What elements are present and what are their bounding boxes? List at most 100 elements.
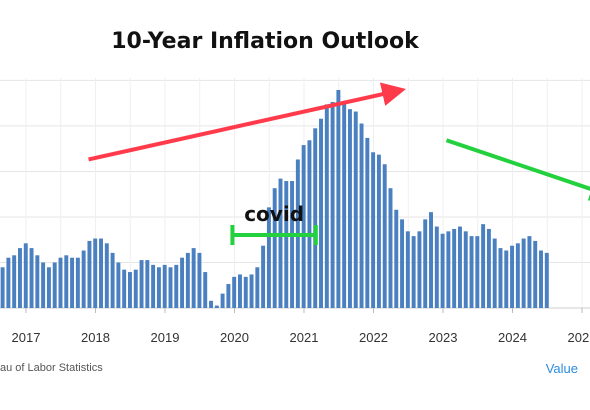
bar-20 — [110, 252, 115, 308]
bar-67 — [382, 164, 387, 308]
bar-86 — [492, 238, 497, 308]
bar-70 — [400, 219, 405, 308]
bar-79 — [452, 228, 457, 308]
bar-24 — [133, 269, 138, 308]
x-tick-label: 2022 — [359, 330, 388, 345]
bar-26 — [145, 260, 150, 308]
bar-22 — [122, 269, 127, 308]
covid-label: covid — [244, 202, 304, 226]
bar-32 — [180, 257, 185, 308]
bar-38 — [214, 305, 219, 308]
bar-62 — [353, 111, 358, 309]
bar-88 — [504, 250, 509, 308]
source-note: au of Labor Statistics — [0, 362, 103, 374]
bar-25 — [139, 260, 144, 308]
bar-31 — [174, 264, 179, 308]
bar-34 — [191, 248, 196, 308]
bar-61 — [347, 109, 352, 308]
bar-57 — [324, 104, 329, 309]
bar-81 — [463, 231, 468, 308]
bar-17 — [93, 238, 98, 308]
bar-23 — [127, 272, 132, 308]
bar-series — [0, 89, 549, 309]
bar-50 — [284, 181, 289, 308]
bar-82 — [469, 236, 474, 308]
bar-95 — [544, 252, 549, 308]
bar-91 — [521, 238, 526, 308]
bar-27 — [151, 264, 156, 308]
bar-9 — [46, 267, 51, 308]
bar-44 — [249, 274, 254, 308]
bar-33 — [185, 252, 190, 308]
chart-title: 10-Year Inflation Outlook — [111, 29, 420, 54]
bar-40 — [226, 284, 231, 308]
annotations: covid — [88, 82, 590, 245]
bar-66 — [376, 154, 381, 308]
bar-74 — [423, 219, 428, 308]
x-tick-label: 2021 — [290, 330, 319, 345]
bar-80 — [457, 226, 462, 308]
bar-13 — [70, 257, 75, 308]
bar-5 — [23, 243, 28, 308]
x-tick-label: 2025 — [568, 330, 590, 345]
bar-51 — [290, 181, 295, 308]
bar-54 — [307, 140, 312, 308]
bar-90 — [515, 243, 520, 308]
bar-83 — [475, 236, 480, 308]
bar-92 — [527, 236, 532, 308]
bar-16 — [87, 240, 92, 308]
bar-15 — [81, 250, 86, 308]
bar-28 — [156, 267, 161, 308]
bar-87 — [498, 248, 503, 308]
bar-18 — [99, 238, 103, 308]
bar-48 — [272, 188, 277, 308]
bar-43 — [243, 276, 248, 308]
bar-68 — [388, 188, 393, 308]
bar-73 — [417, 231, 422, 308]
x-tick-label: 2018 — [81, 330, 110, 345]
bar-35 — [197, 252, 202, 308]
bar-60 — [342, 101, 347, 308]
bar-7 — [35, 255, 40, 308]
bar-6 — [29, 248, 34, 308]
bar-69 — [394, 209, 399, 308]
trend-arrow-up — [88, 82, 406, 162]
bar-59 — [336, 89, 341, 309]
x-axis-ticks: 2017 2018 2019 2020 2021 2022 2023 2024 2025 — [12, 308, 590, 345]
bar-85 — [486, 228, 491, 308]
bar-41 — [232, 276, 237, 308]
bar-56 — [319, 118, 323, 309]
bar-12 — [64, 255, 69, 308]
bar-94 — [539, 250, 543, 308]
bar-49 — [278, 178, 283, 308]
x-tick-label: 2017 — [12, 330, 41, 345]
x-tick-label: 2023 — [429, 330, 458, 345]
bar-71 — [405, 231, 410, 308]
bar-29 — [162, 264, 167, 308]
bar-77 — [440, 233, 445, 308]
bar-45 — [255, 267, 260, 308]
bar-21 — [116, 262, 121, 308]
bar-55 — [313, 128, 318, 308]
bar-58 — [330, 101, 335, 308]
bar-19 — [104, 243, 109, 308]
bar-36 — [203, 272, 208, 308]
bar-46 — [261, 245, 266, 308]
bar-72 — [411, 236, 416, 308]
x-tick-label: 2024 — [498, 330, 527, 345]
bar-42 — [237, 274, 242, 308]
bar-63 — [359, 123, 364, 308]
x-tick-label: 2019 — [151, 330, 180, 345]
bar-3 — [12, 255, 17, 308]
bar-78 — [446, 231, 451, 308]
bar-64 — [365, 137, 370, 308]
bar-76 — [434, 226, 439, 308]
bar-14 — [75, 257, 80, 308]
bar-53 — [301, 145, 306, 308]
value-link[interactable]: Value — [545, 361, 578, 376]
bar-37 — [209, 300, 213, 308]
bar-30 — [168, 267, 173, 308]
bar-65 — [371, 152, 376, 308]
bar-8 — [41, 262, 46, 308]
